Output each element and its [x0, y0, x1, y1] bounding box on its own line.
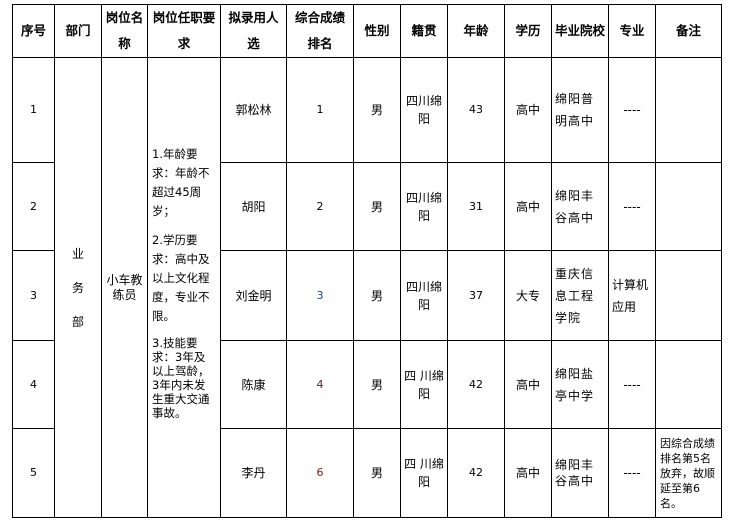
cell-note: [655, 57, 722, 163]
requirement-age: 1.年龄要求：年龄不超过45周岁；: [152, 147, 210, 218]
cell-major: ----: [608, 428, 656, 518]
cell-candidate: 李丹: [220, 428, 287, 518]
cell-age: 37: [447, 250, 505, 341]
header-requirements: 岗位任职要求: [147, 4, 221, 58]
cell-origin: 四川绵阳: [400, 57, 448, 163]
header-age: 年龄: [447, 4, 505, 58]
header-education: 学历: [504, 4, 552, 58]
cell-note: [655, 162, 722, 251]
cell-note: [655, 340, 722, 429]
cell-gender: 男: [353, 340, 401, 429]
cell-rank: 1: [286, 57, 354, 163]
cell-age: 31: [447, 162, 505, 251]
header-gender: 性别: [353, 4, 401, 58]
cell-position: 小车教练员: [101, 57, 148, 518]
header-row: 序号 部门 岗位名称 岗位任职要求 拟录用人选 综合成绩排名 性别 籍贯 年龄 …: [12, 4, 722, 58]
cell-major: ----: [608, 340, 656, 429]
cell-major: ----: [608, 162, 656, 251]
cell-education: 大专: [504, 250, 552, 341]
cell-origin: 四 川绵阳: [400, 340, 448, 429]
cell-rank: 3: [286, 250, 354, 341]
cell-education: 高中: [504, 428, 552, 518]
cell-origin: 四川绵阳: [400, 162, 448, 251]
cell-no: 2: [12, 162, 55, 251]
cell-candidate: 胡阳: [220, 162, 287, 251]
cell-candidate: 刘金明: [220, 250, 287, 341]
cell-requirements: 1.年龄要求：年龄不超过45周岁； 2.学历要求：高中及以上文化程度，专业不限。…: [147, 57, 221, 518]
cell-education: 高中: [504, 162, 552, 251]
cell-school: 绵阳丰谷高中: [551, 428, 609, 518]
header-note: 备注: [655, 4, 722, 58]
cell-candidate: 陈康: [220, 340, 287, 429]
cell-no: 4: [12, 340, 55, 429]
table-row: 5 李丹 6 男 四 川绵阳 42 高中 绵阳丰谷高中 ---- 因综合成绩排名…: [12, 428, 722, 518]
header-department: 部门: [54, 4, 102, 58]
cell-department: 业务部: [54, 57, 102, 518]
header-no: 序号: [12, 4, 55, 58]
cell-no: 1: [12, 57, 55, 163]
header-candidate: 拟录用人选: [220, 4, 287, 58]
table-row: 4 陈康 4 男 四 川绵阳 42 高中 绵阳盐亭中学 ----: [12, 340, 722, 429]
cell-gender: 男: [353, 250, 401, 341]
cell-age: 42: [447, 340, 505, 429]
table-row: 3 刘金明 3 男 四川绵阳 37 大专 重庆信息工程学院 计算机应用: [12, 250, 722, 341]
cell-no: 3: [12, 250, 55, 341]
cell-major: ----: [608, 57, 656, 163]
requirement-skill: 3.技能要求：3年及以上驾龄，3年内未发生重大交通事故。: [152, 336, 210, 420]
cell-education: 高中: [504, 57, 552, 163]
cell-candidate: 郭松林: [220, 57, 287, 163]
cell-rank: 4: [286, 340, 354, 429]
cell-gender: 男: [353, 162, 401, 251]
cell-school: 绵阳盐亭中学: [551, 340, 609, 429]
recruitment-table: 序号 部门 岗位名称 岗位任职要求 拟录用人选 综合成绩排名 性别 籍贯 年龄 …: [12, 4, 722, 518]
table-row: 2 胡阳 2 男 四川绵阳 31 高中 绵阳丰谷高中 ----: [12, 162, 722, 251]
cell-note: 因综合成绩排名第5名放弃，故顺延至第6名。: [655, 428, 722, 518]
cell-age: 42: [447, 428, 505, 518]
table-row: 1 业务部 小车教练员 1.年龄要求：年龄不超过45周岁； 2.学历要求：高中及…: [12, 57, 722, 518]
cell-rank: 2: [286, 162, 354, 251]
cell-gender: 男: [353, 428, 401, 518]
requirement-education: 2.学历要求：高中及以上文化程度，专业不限。: [152, 233, 210, 323]
cell-age: 43: [447, 57, 505, 163]
cell-note: [655, 250, 722, 341]
cell-major: 计算机应用: [608, 250, 656, 341]
cell-origin: 四 川绵阳: [400, 428, 448, 518]
cell-no: 5: [12, 428, 55, 518]
position-text: 小车教练员: [106, 272, 143, 302]
cell-school: 重庆信息工程学院: [551, 250, 609, 341]
header-school: 毕业院校: [551, 4, 609, 58]
header-origin: 籍贯: [400, 4, 448, 58]
header-major: 专业: [608, 4, 656, 58]
cell-gender: 男: [353, 57, 401, 163]
department-text: 业务部: [71, 246, 84, 329]
cell-school: 绵阳丰谷高中: [551, 162, 609, 251]
cell-school: 绵阳普明高中: [551, 57, 609, 163]
cell-rank: 6: [286, 428, 354, 518]
cell-education: 高中: [504, 340, 552, 429]
header-rank: 综合成绩排名: [286, 4, 354, 58]
header-position: 岗位名称: [101, 4, 148, 58]
cell-origin: 四川绵阳: [400, 250, 448, 341]
